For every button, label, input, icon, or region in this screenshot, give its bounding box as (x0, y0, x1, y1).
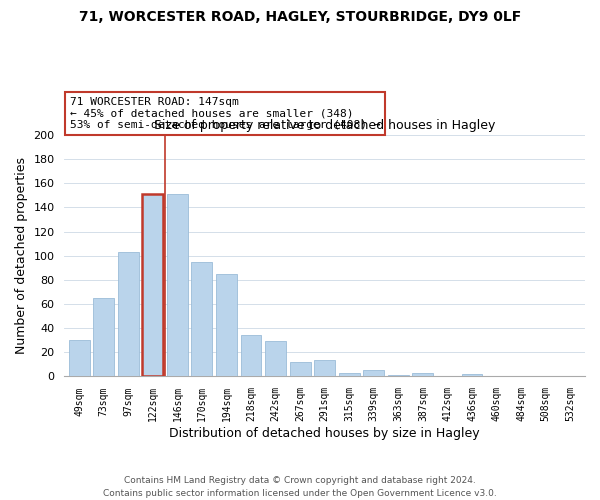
Bar (412, 373, 433, 376)
Bar (339, 373, 359, 376)
Bar (118, 252, 139, 376)
Bar (167, 194, 188, 376)
Bar (314, 360, 335, 376)
Text: 71 WORCESTER ROAD: 147sqm
← 45% of detached houses are smaller (348)
53% of semi: 71 WORCESTER ROAD: 147sqm ← 45% of detac… (70, 97, 380, 130)
Bar (216, 274, 237, 376)
Bar (93, 298, 114, 376)
Bar (241, 336, 262, 376)
Bar (265, 342, 286, 376)
Bar (69, 340, 89, 376)
X-axis label: Distribution of detached houses by size in Hagley: Distribution of detached houses by size … (169, 427, 480, 440)
Bar (290, 362, 311, 376)
Title: Size of property relative to detached houses in Hagley: Size of property relative to detached ho… (154, 120, 496, 132)
Bar (191, 262, 212, 376)
Bar (142, 194, 163, 376)
Y-axis label: Number of detached properties: Number of detached properties (15, 157, 28, 354)
Text: Contains HM Land Registry data © Crown copyright and database right 2024.
Contai: Contains HM Land Registry data © Crown c… (103, 476, 497, 498)
Bar (461, 374, 482, 376)
Text: 71, WORCESTER ROAD, HAGLEY, STOURBRIDGE, DY9 0LF: 71, WORCESTER ROAD, HAGLEY, STOURBRIDGE,… (79, 10, 521, 24)
Bar (364, 370, 384, 376)
